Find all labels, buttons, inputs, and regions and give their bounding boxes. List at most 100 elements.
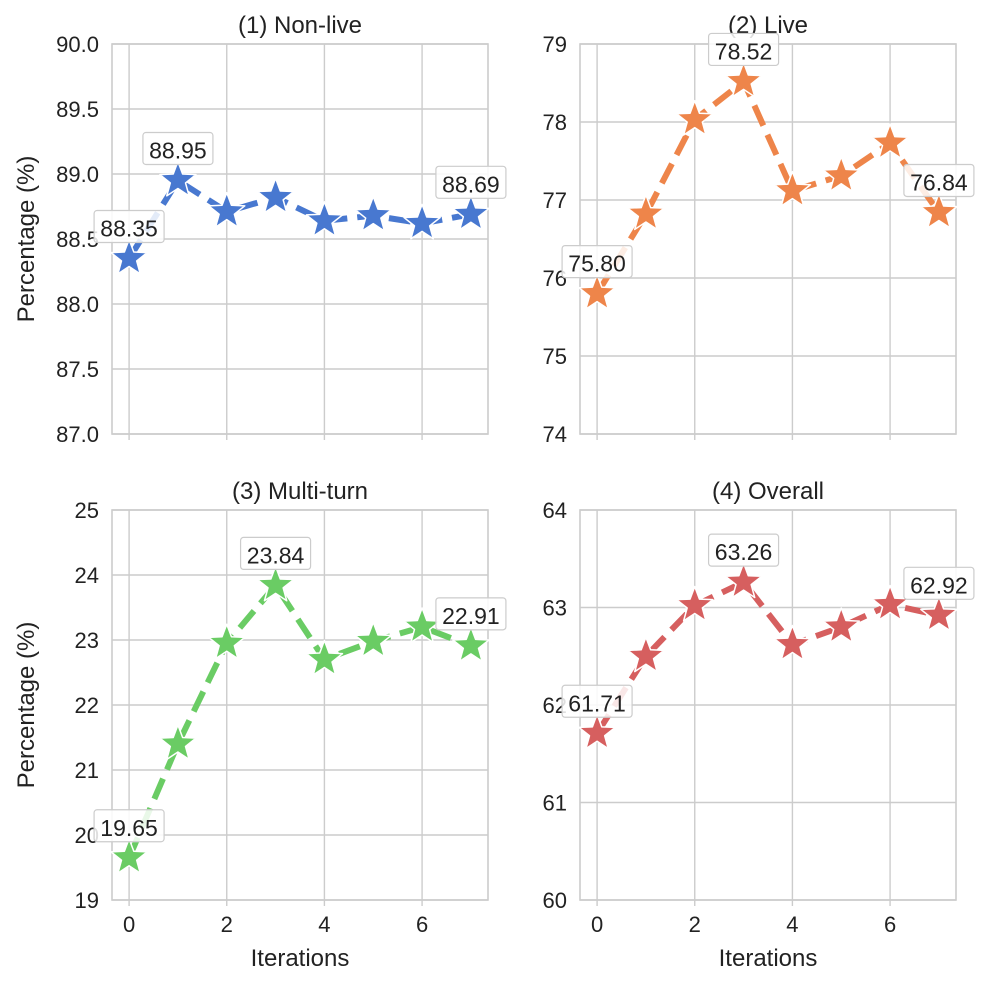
data-label-box: [435, 165, 507, 199]
data-point-marker: [354, 621, 393, 658]
data-label-box: [435, 597, 507, 631]
data-label-text: 76.84: [910, 169, 968, 195]
data-label-box: [142, 131, 214, 166]
data-point-marker: [256, 565, 295, 602]
data-label-box: [561, 684, 633, 718]
y-tick-label: 88.5: [56, 227, 99, 252]
data-point-marker: [773, 624, 812, 661]
data-point-marker: [110, 238, 148, 275]
chart-panel-1: 87.0 87.5 88.0 88.5 89.0 89.5 90.0 (1) Non-live…: [13, 12, 507, 447]
y-tick-label: 21: [75, 758, 99, 783]
y-tick-label: 87.5: [56, 357, 99, 382]
data-label-text: 88.35: [100, 216, 158, 242]
data-label-text: 63.26: [715, 539, 773, 565]
data-label-box: [707, 533, 780, 567]
data-point-marker: [920, 192, 958, 229]
plot-frame: [579, 43, 957, 435]
y-tick-label: 87.0: [56, 422, 99, 447]
data-label: 63.26: [707, 533, 780, 567]
data-label-text: 61.71: [568, 690, 626, 716]
y-tick-label: 78: [543, 110, 567, 135]
y-tick-label: 77: [543, 188, 567, 213]
y-tick-label: 24: [75, 563, 99, 588]
data-point-marker: [354, 195, 393, 232]
data-label-text: 75.80: [568, 251, 626, 277]
y-tick-label: 23: [75, 628, 99, 653]
data-point-marker: [207, 623, 246, 660]
data-point-marker: [871, 123, 909, 160]
series-line: [594, 78, 942, 296]
y-tick-label: 79: [543, 32, 567, 57]
data-label-box: [561, 245, 633, 279]
data-point-marker: [305, 201, 344, 237]
data-point-marker: [627, 636, 665, 673]
data-label-text: 88.69: [442, 171, 500, 197]
data-label-text: 62.92: [910, 572, 968, 598]
y-tick-label: 90.0: [56, 32, 99, 57]
data-label-text: 19.65: [100, 815, 158, 841]
data-label-text: 22.91: [442, 603, 500, 629]
x-tick-label: 6: [884, 912, 896, 937]
plot-frame: [111, 509, 489, 901]
data-label: 88.95: [142, 131, 214, 166]
chart-title: (3) Multi-turn: [232, 478, 368, 505]
data-point-marker: [724, 562, 763, 599]
data-label: 75.80: [561, 245, 633, 279]
data-label-box: [707, 32, 780, 67]
data-label-box: [93, 809, 165, 843]
y-axis-label: Percentage (%): [13, 156, 40, 323]
data-label-text: 23.84: [247, 542, 305, 568]
y-tick-label: 88.0: [56, 292, 99, 317]
data-label-box: [93, 209, 165, 244]
data-point-marker: [822, 607, 861, 644]
data-point-marker: [871, 584, 909, 621]
y-tick-label: 74: [543, 422, 567, 447]
x-tick-label: 2: [689, 912, 701, 937]
data-label: 19.65: [93, 809, 165, 843]
x-tick-label: 4: [786, 912, 798, 937]
data-label: 78.52: [707, 32, 780, 67]
data-label: 22.91: [435, 597, 507, 631]
data-point-marker: [305, 639, 344, 676]
x-tick-label: 0: [123, 912, 135, 937]
data-point-marker: [578, 713, 616, 750]
data-label-box: [903, 163, 975, 198]
x-tick-label: 2: [221, 912, 233, 937]
data-point-marker: [403, 203, 441, 240]
y-tick-label: 89.0: [56, 162, 99, 187]
data-label: 88.69: [435, 165, 507, 199]
y-tick-label: 61: [543, 791, 567, 816]
data-label-text: 88.95: [149, 138, 207, 164]
data-point-marker: [256, 177, 295, 214]
data-point-marker: [822, 156, 861, 192]
x-axis-label: Iterations: [719, 945, 818, 972]
y-tick-label: 25: [75, 498, 99, 523]
data-point-marker: [920, 595, 958, 632]
x-tick-label: 6: [416, 912, 428, 937]
data-point-marker: [207, 191, 246, 228]
data-label-box: [903, 566, 975, 600]
data-point-marker: [675, 585, 714, 622]
data-point-marker: [773, 170, 812, 207]
data-label-box: [239, 536, 312, 571]
y-tick-label: 64: [543, 498, 567, 523]
data-point-marker: [452, 194, 490, 231]
data-point-marker: [452, 626, 490, 662]
data-point-marker: [159, 724, 197, 761]
data-point-marker: [627, 194, 665, 231]
chart-title: (4) Overall: [712, 478, 824, 505]
y-tick-label: 63: [543, 596, 567, 621]
y-tick-label: 75: [543, 344, 567, 369]
data-label: 23.84: [239, 536, 312, 571]
x-tick-label: 4: [318, 912, 330, 937]
data-label: 61.71: [561, 684, 633, 718]
data-point-marker: [159, 160, 197, 197]
x-tick-label: 0: [591, 912, 603, 937]
data-label-text: 78.52: [715, 38, 773, 64]
data-label: 62.92: [903, 566, 975, 600]
data-point-marker: [578, 273, 616, 310]
